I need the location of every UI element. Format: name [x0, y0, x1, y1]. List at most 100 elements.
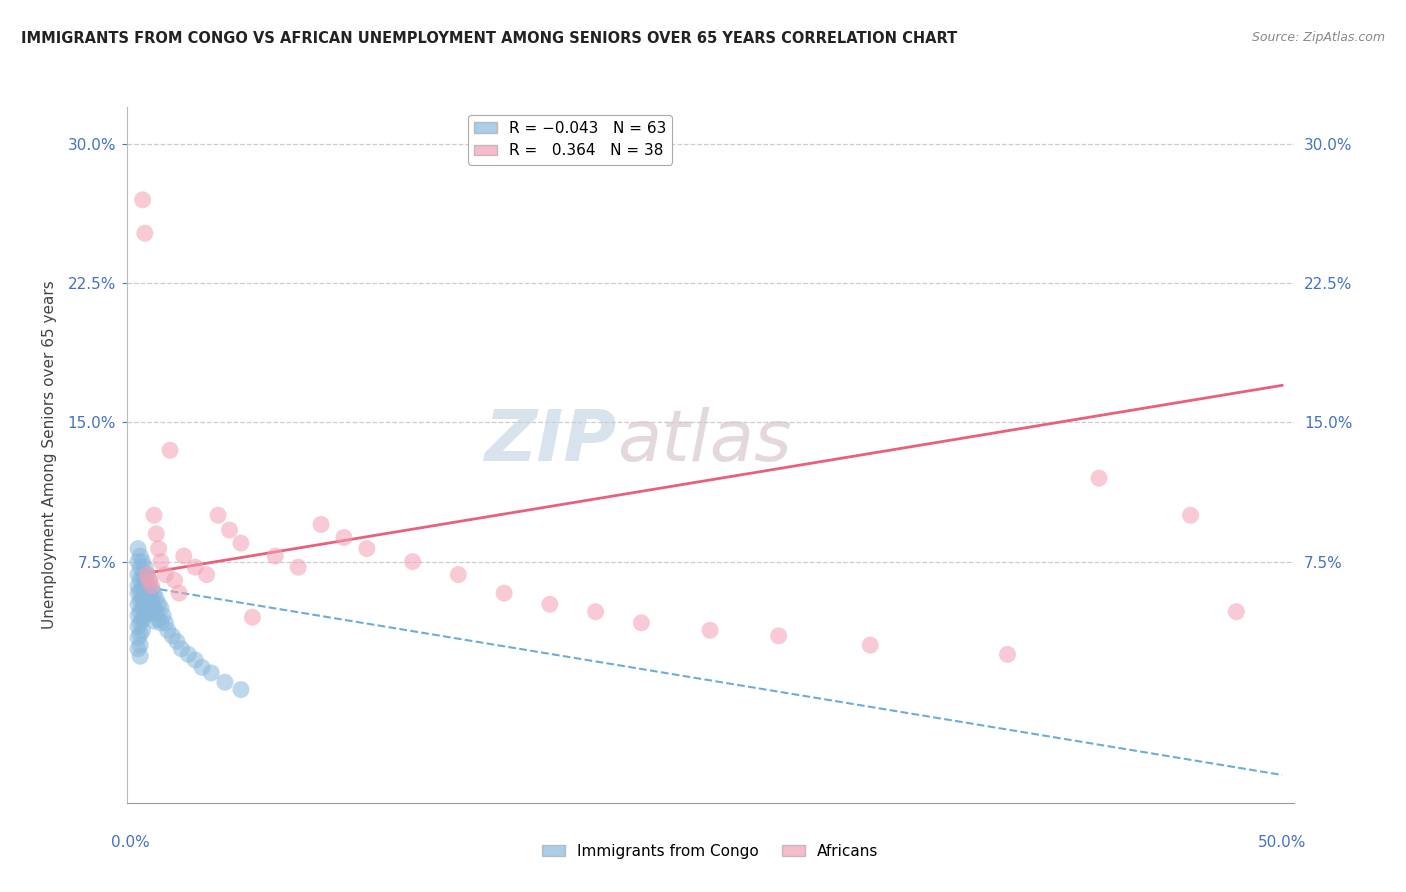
Point [136, 591, 159, 606]
Point [141, 593, 163, 607]
Point [200, 665, 222, 680]
Point [136, 567, 159, 582]
Point [129, 549, 152, 563]
Point [127, 608, 149, 623]
Point [141, 607, 163, 621]
Point [699, 624, 721, 638]
Y-axis label: Unemployment Among Seniors over 65 years: Unemployment Among Seniors over 65 years [42, 281, 56, 629]
Point [148, 612, 170, 626]
Point [141, 582, 163, 597]
Point [127, 541, 149, 556]
Point [155, 567, 177, 582]
Point [129, 649, 152, 664]
Point [138, 573, 160, 587]
Point [131, 601, 153, 615]
Point [148, 597, 170, 611]
Point [287, 560, 309, 574]
Point [136, 579, 159, 593]
Point [184, 560, 207, 574]
Point [167, 586, 190, 600]
Point [191, 660, 214, 674]
Point [630, 615, 652, 630]
Point [494, 586, 516, 600]
Point [309, 517, 332, 532]
Point [177, 648, 200, 662]
Point [1225, 605, 1247, 619]
Point [155, 615, 177, 630]
Point [134, 573, 156, 587]
Point [145, 526, 167, 541]
Legend: Immigrants from Congo, Africans: Immigrants from Congo, Africans [536, 838, 884, 864]
Point [1088, 471, 1111, 485]
Point [138, 586, 160, 600]
Point [149, 615, 172, 630]
Point [145, 591, 167, 606]
Point [768, 629, 790, 643]
Point [129, 605, 152, 619]
Point [184, 653, 207, 667]
Point [1180, 508, 1202, 523]
Text: 50.0%: 50.0% [1258, 836, 1306, 850]
Point [127, 567, 149, 582]
Point [145, 605, 167, 619]
Point [207, 508, 229, 523]
Point [129, 593, 152, 607]
Point [143, 586, 166, 600]
Point [134, 586, 156, 600]
Point [129, 615, 152, 630]
Point [538, 597, 561, 611]
Point [138, 573, 160, 587]
Point [162, 629, 184, 643]
Point [143, 601, 166, 615]
Point [129, 573, 152, 587]
Point [143, 614, 166, 628]
Point [127, 579, 149, 593]
Point [149, 601, 172, 615]
Point [129, 560, 152, 574]
Point [127, 619, 149, 633]
Text: Source: ZipAtlas.com: Source: ZipAtlas.com [1251, 31, 1385, 45]
Point [134, 597, 156, 611]
Point [127, 555, 149, 569]
Point [149, 555, 172, 569]
Point [195, 567, 218, 582]
Point [585, 605, 607, 619]
Point [131, 567, 153, 582]
Point [136, 605, 159, 619]
Point [156, 624, 179, 638]
Point [264, 549, 287, 563]
Point [134, 226, 156, 240]
Point [136, 567, 159, 582]
Point [229, 682, 252, 697]
Text: ZIP: ZIP [485, 407, 617, 475]
Point [127, 631, 149, 645]
Text: 0.0%: 0.0% [111, 836, 150, 850]
Point [131, 555, 153, 569]
Point [170, 641, 193, 656]
Point [143, 508, 166, 523]
Point [447, 567, 470, 582]
Point [401, 555, 423, 569]
Point [148, 541, 170, 556]
Point [129, 584, 152, 599]
Point [333, 531, 356, 545]
Point [997, 648, 1019, 662]
Point [859, 638, 882, 652]
Point [242, 610, 264, 624]
Point [131, 581, 153, 595]
Point [218, 523, 240, 537]
Point [134, 560, 156, 574]
Point [131, 624, 153, 638]
Point [356, 541, 378, 556]
Point [127, 641, 149, 656]
Point [152, 608, 174, 623]
Point [173, 549, 195, 563]
Text: IMMIGRANTS FROM CONGO VS AFRICAN UNEMPLOYMENT AMONG SENIORS OVER 65 YEARS CORREL: IMMIGRANTS FROM CONGO VS AFRICAN UNEMPLO… [21, 31, 957, 46]
Text: atlas: atlas [617, 407, 792, 475]
Point [141, 579, 163, 593]
Point [127, 586, 149, 600]
Point [159, 443, 181, 458]
Point [163, 573, 186, 587]
Point [138, 601, 160, 615]
Point [129, 627, 152, 641]
